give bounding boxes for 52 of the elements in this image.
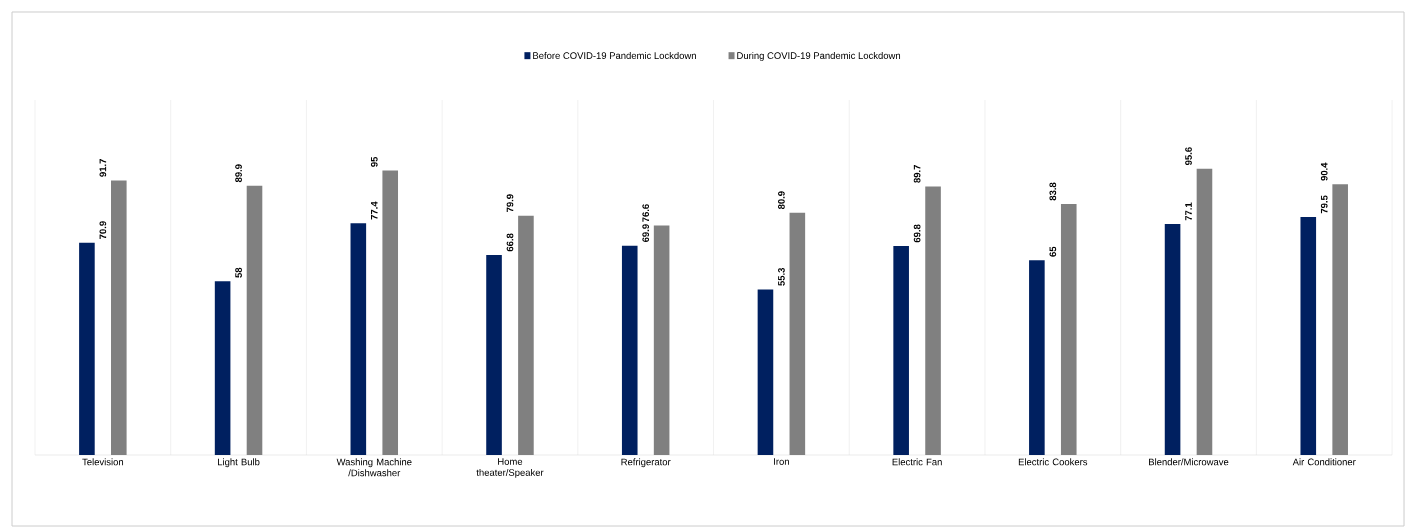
bar: [214, 281, 231, 455]
data-label: 76.6: [642, 204, 650, 222]
data-label: 80.9: [778, 191, 785, 210]
bar: [1300, 216, 1317, 455]
bar: [621, 245, 638, 455]
data-label: 79.5: [1320, 195, 1328, 214]
bar: [246, 185, 263, 455]
data-label: 70.9: [99, 221, 107, 239]
x-tick-label: Light Bulb: [218, 458, 260, 468]
x-tick-label: Electric Cookers: [1018, 458, 1088, 466]
data-label: 91.7: [99, 159, 107, 177]
bar: [925, 186, 941, 455]
bar: [757, 289, 774, 455]
data-label: 90.4: [1320, 162, 1328, 181]
data-label: 83.8: [1049, 182, 1057, 201]
bar: [1060, 204, 1077, 455]
data-label: 89.7: [913, 165, 921, 183]
data-label: 66.8: [506, 233, 514, 252]
data-label: 69.8: [913, 224, 921, 243]
data-label: 55.3: [778, 267, 785, 286]
x-tick-label: Refrigerator: [621, 458, 671, 468]
data-label: 69.9: [642, 224, 650, 242]
legend-label: During COVID-19 Pandemic Lockdown: [737, 52, 901, 61]
bar: [1332, 184, 1348, 455]
bar: [486, 254, 502, 455]
bar: [1029, 260, 1045, 455]
data-label: 95: [370, 156, 378, 167]
data-label: 89.9: [235, 164, 242, 183]
bar: [653, 225, 670, 455]
bar: [1164, 224, 1181, 455]
bar: [382, 170, 399, 455]
data-label: 65: [1049, 246, 1057, 257]
bar: [79, 242, 95, 455]
bar: [518, 215, 534, 455]
x-tick-label: Washing Machine /Dishwasher: [336, 458, 412, 477]
legend-label: Before COVID-19 Pandemic Lockdown: [533, 52, 696, 59]
x-tick-label: Blender/Microwave: [1149, 458, 1229, 466]
bar: [789, 212, 806, 455]
bar: [893, 245, 909, 455]
x-tick-label: Iron: [774, 458, 789, 465]
x-tick-label: Television: [82, 458, 124, 466]
data-label: 95.6: [1185, 147, 1192, 166]
x-tick-label: Air Conditioner: [1292, 458, 1356, 466]
bar: [1196, 168, 1213, 455]
data-label: 77.4: [371, 201, 378, 220]
data-label: 79.9: [506, 194, 514, 212]
data-label: 58: [235, 267, 242, 278]
x-tick-label: Electric Fan: [892, 458, 942, 466]
data-label: 77.1: [1185, 202, 1192, 221]
x-tick-label: Home theater/Speaker: [476, 458, 544, 478]
bar: [350, 223, 367, 455]
bar: [111, 180, 127, 455]
